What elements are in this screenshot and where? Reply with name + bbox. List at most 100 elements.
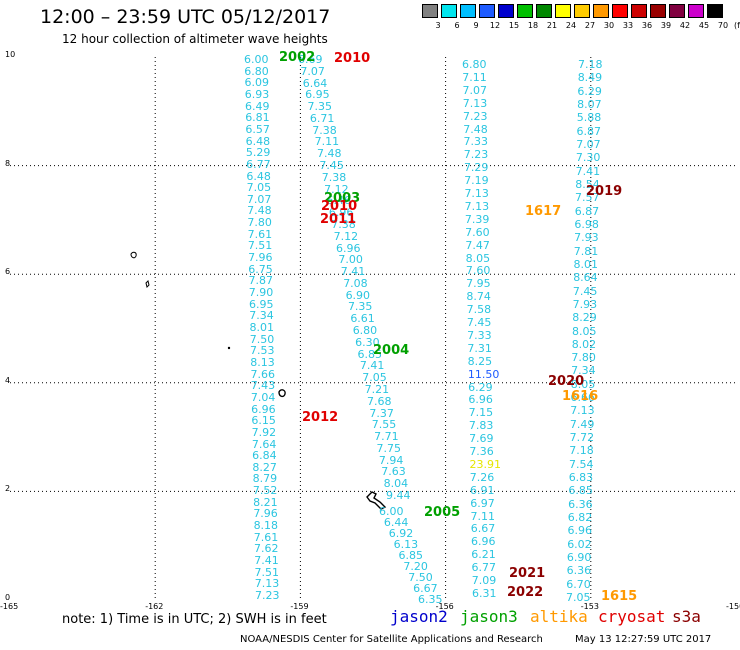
wave-height-obs: 7.11 — [462, 70, 487, 84]
wave-height-obs: 6.85 — [398, 549, 424, 562]
wave-height-obs: 7.60 — [465, 225, 490, 239]
wave-height-obs: 6.57 — [245, 122, 270, 136]
wave-height-obs: 6.75 — [248, 262, 273, 276]
wave-height-obs: 7.93 — [574, 231, 599, 245]
pass-label: 2002 — [279, 50, 316, 65]
wave-height-obs: 6.83 — [568, 471, 594, 485]
scale-swatch — [612, 4, 628, 18]
wave-height-obs: 6.48 — [246, 169, 271, 183]
satellite-legend-item: s3a — [672, 607, 701, 626]
wave-height-obs: 6.85 — [357, 347, 382, 361]
wave-height-obs: 7.05 — [566, 591, 591, 604]
wave-height-obs: 7.12 — [324, 182, 349, 196]
scale-label: 70 — [717, 21, 729, 30]
wave-height-obs: 7.38 — [331, 217, 356, 231]
wave-height-obs: 6.96 — [328, 206, 354, 220]
wave-height-obs: 7.18 — [578, 58, 603, 71]
wave-height-obs: 8.05 — [465, 251, 491, 265]
wave-height-obs: 7.63 — [381, 465, 406, 479]
pass-label: 1617 — [525, 204, 562, 219]
scale-label: 33 — [622, 21, 634, 30]
wave-height-obs: 7.80 — [247, 216, 272, 230]
wave-height-obs: 6.46 — [326, 194, 352, 208]
scale-swatch — [669, 4, 685, 18]
wave-height-obs: 6.66 — [570, 391, 596, 405]
wave-height-obs: 6.21 — [471, 548, 496, 562]
wave-height-obs: 6.09 — [244, 76, 269, 90]
pass-label: 1615 — [601, 589, 638, 604]
wave-height-obs: 8.25 — [467, 354, 493, 368]
scale-label: 30 — [603, 21, 615, 30]
island-outline — [227, 346, 231, 350]
wave-height-obs: 7.96 — [248, 251, 273, 265]
scale-unit: (ft) — [733, 21, 740, 30]
wave-height-obs: 6.64 — [302, 76, 328, 90]
wave-height-obs: 8.07 — [577, 97, 602, 111]
wave-height-obs: 7.45 — [466, 316, 492, 330]
wave-height-obs: 7.35 — [307, 100, 333, 114]
wave-height-obs: 7.13 — [254, 577, 280, 591]
wave-height-obs: 7.05 — [362, 371, 387, 385]
wave-height-obs: 8.49 — [577, 71, 603, 85]
wave-height-obs: 7.60 — [465, 264, 491, 278]
scale-label: 42 — [679, 21, 691, 30]
wave-height-obs: 7.53 — [249, 344, 275, 358]
scale-swatch — [498, 4, 514, 18]
credit-text: NOAA/NESDIS Center for Satellite Applica… — [240, 634, 543, 645]
wave-height-obs: 7.29 — [463, 161, 489, 175]
wave-height-obs: 6.15 — [251, 414, 276, 428]
wave-height-obs: 8.79 — [252, 472, 278, 486]
wave-height-obs: 7.07 — [462, 83, 487, 97]
scale-swatch — [650, 4, 666, 18]
wave-height-obs: 7.80 — [571, 351, 596, 365]
lat-tick-label: 6 — [5, 267, 11, 277]
scale-swatch — [574, 4, 590, 18]
wave-height-obs: 7.69 — [469, 432, 494, 446]
pass-label: 2020 — [548, 374, 585, 389]
wave-height-obs: 8.01 — [573, 257, 599, 271]
wave-height-obs: 6.91 — [470, 483, 495, 497]
wave-height-obs: 7.43 — [250, 379, 276, 393]
wave-height-obs: 6.00 — [379, 505, 404, 518]
lat-tick-label: 8 — [5, 158, 11, 168]
wave-height-obs: 7.72 — [569, 431, 595, 445]
wave-height-obs: 6.77 — [246, 157, 271, 171]
island-outline — [145, 280, 150, 288]
pass-label: 2012 — [302, 410, 339, 425]
satellite-legend-item: altika — [530, 607, 588, 626]
wave-height-obs: 8.05 — [572, 324, 597, 338]
wave-height-obs: 6.90 — [566, 551, 592, 565]
wave-height-obs: 8.74 — [466, 290, 491, 304]
wave-height-obs: 7.23 — [462, 109, 488, 123]
wave-height-obs: 6.82 — [567, 511, 593, 525]
wave-height-obs: 6.96 — [567, 524, 593, 538]
scale-label: 27 — [584, 21, 596, 30]
scale-swatch — [517, 4, 533, 18]
wave-height-obs: 7.35 — [347, 300, 373, 314]
wave-height-obs: 23.91 — [469, 457, 502, 471]
wave-height-obs: 7.41 — [254, 554, 279, 568]
wave-height-obs: 7.21 — [364, 382, 390, 396]
pass-label: 2021 — [509, 566, 546, 581]
wave-height-obs: 8.04 — [383, 477, 409, 491]
wave-height-obs: 6.36 — [566, 564, 592, 578]
wave-height-obs: 7.33 — [463, 135, 488, 149]
pass-label: 2022 — [507, 585, 544, 600]
scale-label: 15 — [508, 21, 520, 30]
wave-height-obs: 6.70 — [566, 577, 591, 591]
wave-height-obs: 7.34 — [249, 309, 274, 323]
wave-height-obs: 6.67 — [470, 522, 496, 536]
wave-height-obs: 8.27 — [252, 460, 277, 474]
wave-height-obs: 6.96 — [251, 402, 276, 416]
wave-height-obs: 6.80 — [244, 64, 269, 78]
satellite-legend-item: jason3 — [460, 607, 518, 626]
wave-height-obs: 7.45 — [319, 159, 344, 173]
wave-height-obs: 7.51 — [254, 565, 280, 579]
wave-height-obs: 7.55 — [371, 418, 397, 432]
wave-height-obs: 7.48 — [317, 147, 342, 161]
scale-swatch — [422, 4, 438, 18]
wave-height-obs: 8.18 — [253, 519, 279, 533]
wave-height-obs: 7.71 — [374, 430, 399, 444]
scale-swatch — [688, 4, 704, 18]
